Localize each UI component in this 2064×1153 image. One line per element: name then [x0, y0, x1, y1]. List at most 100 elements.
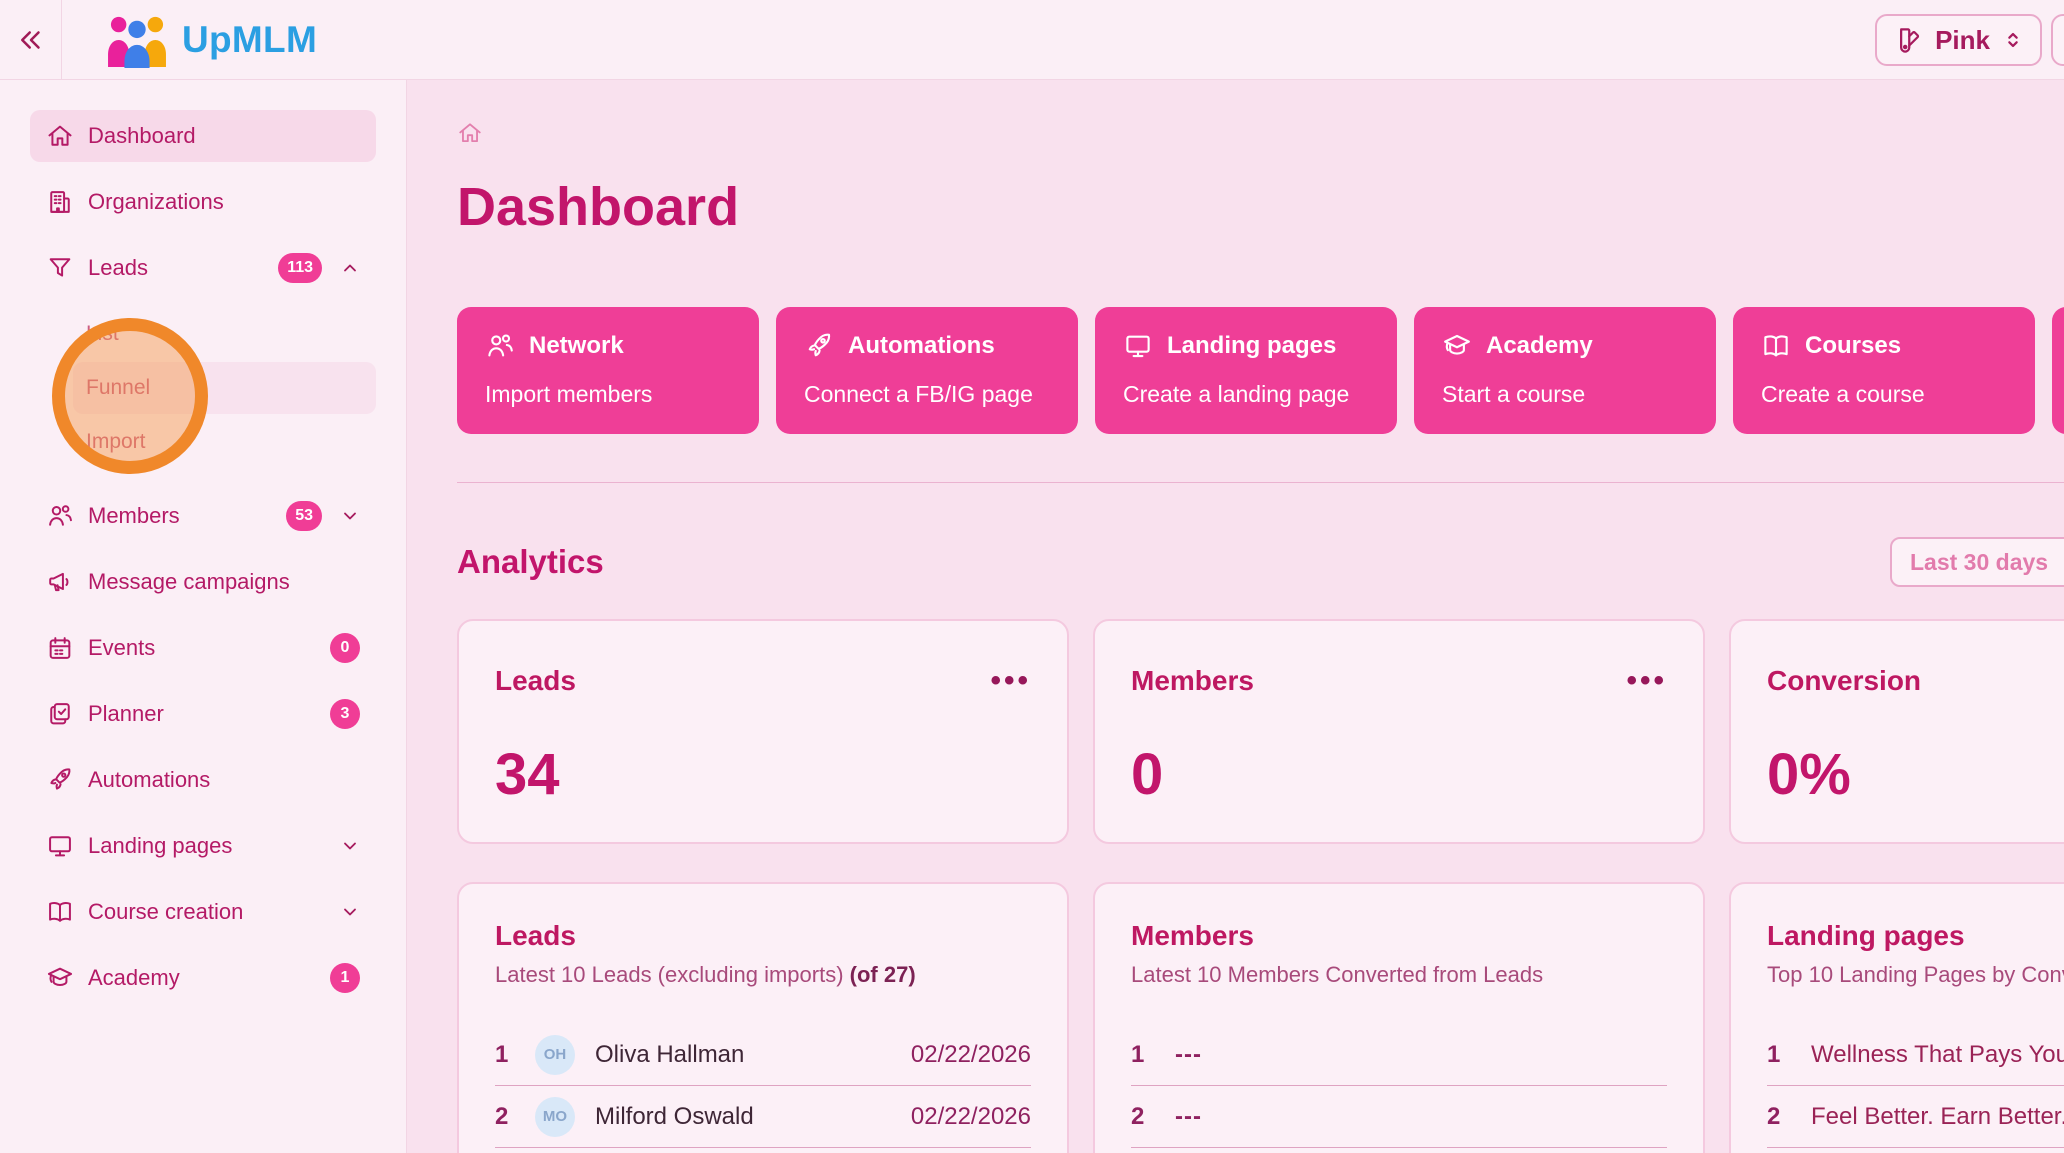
academy-count-badge: 1: [330, 963, 360, 993]
sidebar-item-leads[interactable]: Leads 113: [30, 242, 376, 294]
action-card-academy[interactable]: Academy Start a course: [1414, 307, 1716, 435]
stat-title: Members: [1131, 665, 1254, 697]
list-subtitle: Latest 10 Leads (excluding imports) (of …: [495, 962, 916, 988]
row-index: 1: [1131, 1040, 1145, 1068]
events-count-badge: 0: [330, 633, 360, 663]
rocket-icon: [804, 331, 834, 361]
ellipsis-menu-icon[interactable]: •••: [990, 664, 1031, 698]
landing-page-name: Wellness That Pays You Back: [1811, 1040, 2064, 1068]
sidebar-item-label: Dashboard: [88, 123, 196, 148]
planner-count-badge: 3: [330, 699, 360, 729]
quick-actions-row: Network Import members Automations Conne…: [457, 307, 2064, 435]
calendar-icon: [46, 634, 74, 662]
theme-name-label: Pink: [1935, 24, 1990, 55]
sidebar-item-label: Organizations: [88, 189, 224, 214]
page-title: Dashboard: [457, 177, 740, 237]
sidebar-item-organizations[interactable]: Organizations: [30, 176, 376, 228]
action-subtitle: Create a landing page: [1123, 381, 1350, 408]
list-card-members: Members Latest 10 Members Converted from…: [1093, 882, 1705, 1153]
section-divider: [457, 482, 2064, 484]
chevron-down-icon[interactable]: [340, 836, 360, 856]
sidebar-nav: Dashboard Organizations Leads 113 List F…: [0, 80, 407, 1153]
list-card-landing-pages: Landing pages Top 10 Landing Pages by Co…: [1729, 882, 2064, 1153]
empty-value: ---: [1175, 1102, 1202, 1130]
date-range-selector[interactable]: Last 30 days 01/2: [1890, 537, 2064, 588]
action-subtitle: Start a course: [1442, 381, 1586, 408]
chevron-down-icon[interactable]: [340, 902, 360, 922]
list-title: Leads: [495, 920, 576, 952]
stat-card-members: Members ••• 0: [1093, 619, 1705, 845]
list-row[interactable]: 1 Wellness That Pays You Back: [1767, 1024, 2064, 1087]
home-icon: [46, 122, 74, 150]
sidebar-item-dashboard[interactable]: Dashboard: [30, 110, 376, 162]
sidebar-item-landing-pages[interactable]: Landing pages: [30, 820, 376, 872]
sidebar-item-planner[interactable]: Planner 3: [30, 688, 376, 740]
action-title: Automations: [848, 332, 995, 360]
book-open-icon: [46, 898, 74, 926]
sidebar-collapse-button[interactable]: [0, 0, 62, 79]
lead-name: Milford Oswald: [595, 1102, 754, 1130]
list-row[interactable]: 2 MO Milford Oswald 02/22/2026: [495, 1086, 1031, 1149]
users-icon: [46, 502, 74, 530]
row-index: 1: [1767, 1040, 1781, 1068]
action-subtitle: Import members: [485, 381, 653, 408]
double-chevron-left-icon: [16, 25, 46, 55]
stat-title: Leads: [495, 665, 576, 697]
date-range-label: Last 30 days: [1910, 548, 2049, 575]
action-card-automations[interactable]: Automations Connect a FB/IG page: [776, 307, 1078, 435]
action-card-partial[interactable]: [2052, 307, 2064, 435]
rocket-icon: [46, 766, 74, 794]
sidebar-subitem-import[interactable]: Import: [86, 430, 146, 453]
leads-submenu: List Funnel Import: [73, 308, 376, 468]
action-card-landing-pages[interactable]: Landing pages Create a landing page: [1095, 307, 1397, 435]
sidebar-item-label: Landing pages: [88, 833, 233, 858]
list-row[interactable]: 2 ---: [1131, 1086, 1667, 1149]
ellipsis-menu-icon[interactable]: •••: [1626, 664, 1667, 698]
logo-text: UpMLM: [182, 18, 318, 60]
list-row[interactable]: 2 Feel Better. Earn Better.: [1767, 1086, 2064, 1149]
sidebar-item-members[interactable]: Members 53: [30, 490, 376, 542]
sidebar-item-label: Members: [88, 503, 180, 528]
sidebar-item-message-campaigns[interactable]: Message campaigns: [30, 556, 376, 608]
list-title: Members: [1131, 920, 1254, 952]
building-icon: [46, 188, 74, 216]
avatar: OH: [535, 1034, 575, 1075]
sidebar-item-label: Automations: [88, 767, 211, 792]
theme-selector-button[interactable]: Pink: [1875, 14, 2042, 66]
monitor-icon: [46, 832, 74, 860]
stat-value: 0%: [1767, 742, 1851, 808]
avatar: MO: [535, 1096, 575, 1137]
analytics-heading: Analytics: [457, 543, 604, 581]
app-logo[interactable]: UpMLM: [106, 12, 317, 68]
breadcrumb-home-icon[interactable]: [457, 120, 483, 146]
users-icon: [485, 331, 515, 361]
sidebar-subitem-list[interactable]: List: [86, 322, 119, 345]
list-row[interactable]: 1 ---: [1131, 1024, 1667, 1087]
sidebar-item-label: Planner: [88, 701, 164, 726]
sidebar-subitem-funnel[interactable]: Funnel: [73, 362, 376, 414]
stat-card-leads: Leads ••• 34: [457, 619, 1069, 845]
graduation-cap-icon: [46, 964, 74, 992]
monitor-icon: [1123, 331, 1153, 361]
lead-date: 02/22/2026: [910, 1040, 1031, 1068]
color-swatch-icon: [1893, 25, 1923, 55]
row-index: 2: [1767, 1102, 1781, 1130]
members-count-badge: 53: [286, 501, 322, 531]
header-partial-button[interactable]: [2051, 14, 2064, 66]
sidebar-item-course-creation[interactable]: Course creation: [30, 886, 376, 938]
lead-date: 02/22/2026: [910, 1102, 1031, 1130]
row-index: 2: [1131, 1102, 1145, 1130]
row-index: 2: [495, 1102, 509, 1130]
stat-card-conversion: Conversion ••• 0%: [1729, 619, 2064, 845]
action-card-network[interactable]: Network Import members: [457, 307, 759, 435]
sidebar-item-academy[interactable]: Academy 1: [30, 952, 376, 1004]
sidebar-item-label: Leads: [88, 255, 148, 280]
chevron-down-icon[interactable]: [340, 506, 360, 526]
app-header: UpMLM Pink: [0, 0, 2064, 80]
list-row[interactable]: 1 OH Oliva Hallman 02/22/2026: [495, 1024, 1031, 1087]
action-card-courses[interactable]: Courses Create a course: [1733, 307, 2035, 435]
chevron-up-down-icon: [2002, 29, 2024, 51]
sidebar-item-events[interactable]: Events 0: [30, 622, 376, 674]
chevron-up-icon[interactable]: [340, 258, 360, 278]
sidebar-item-automations[interactable]: Automations: [30, 754, 376, 806]
